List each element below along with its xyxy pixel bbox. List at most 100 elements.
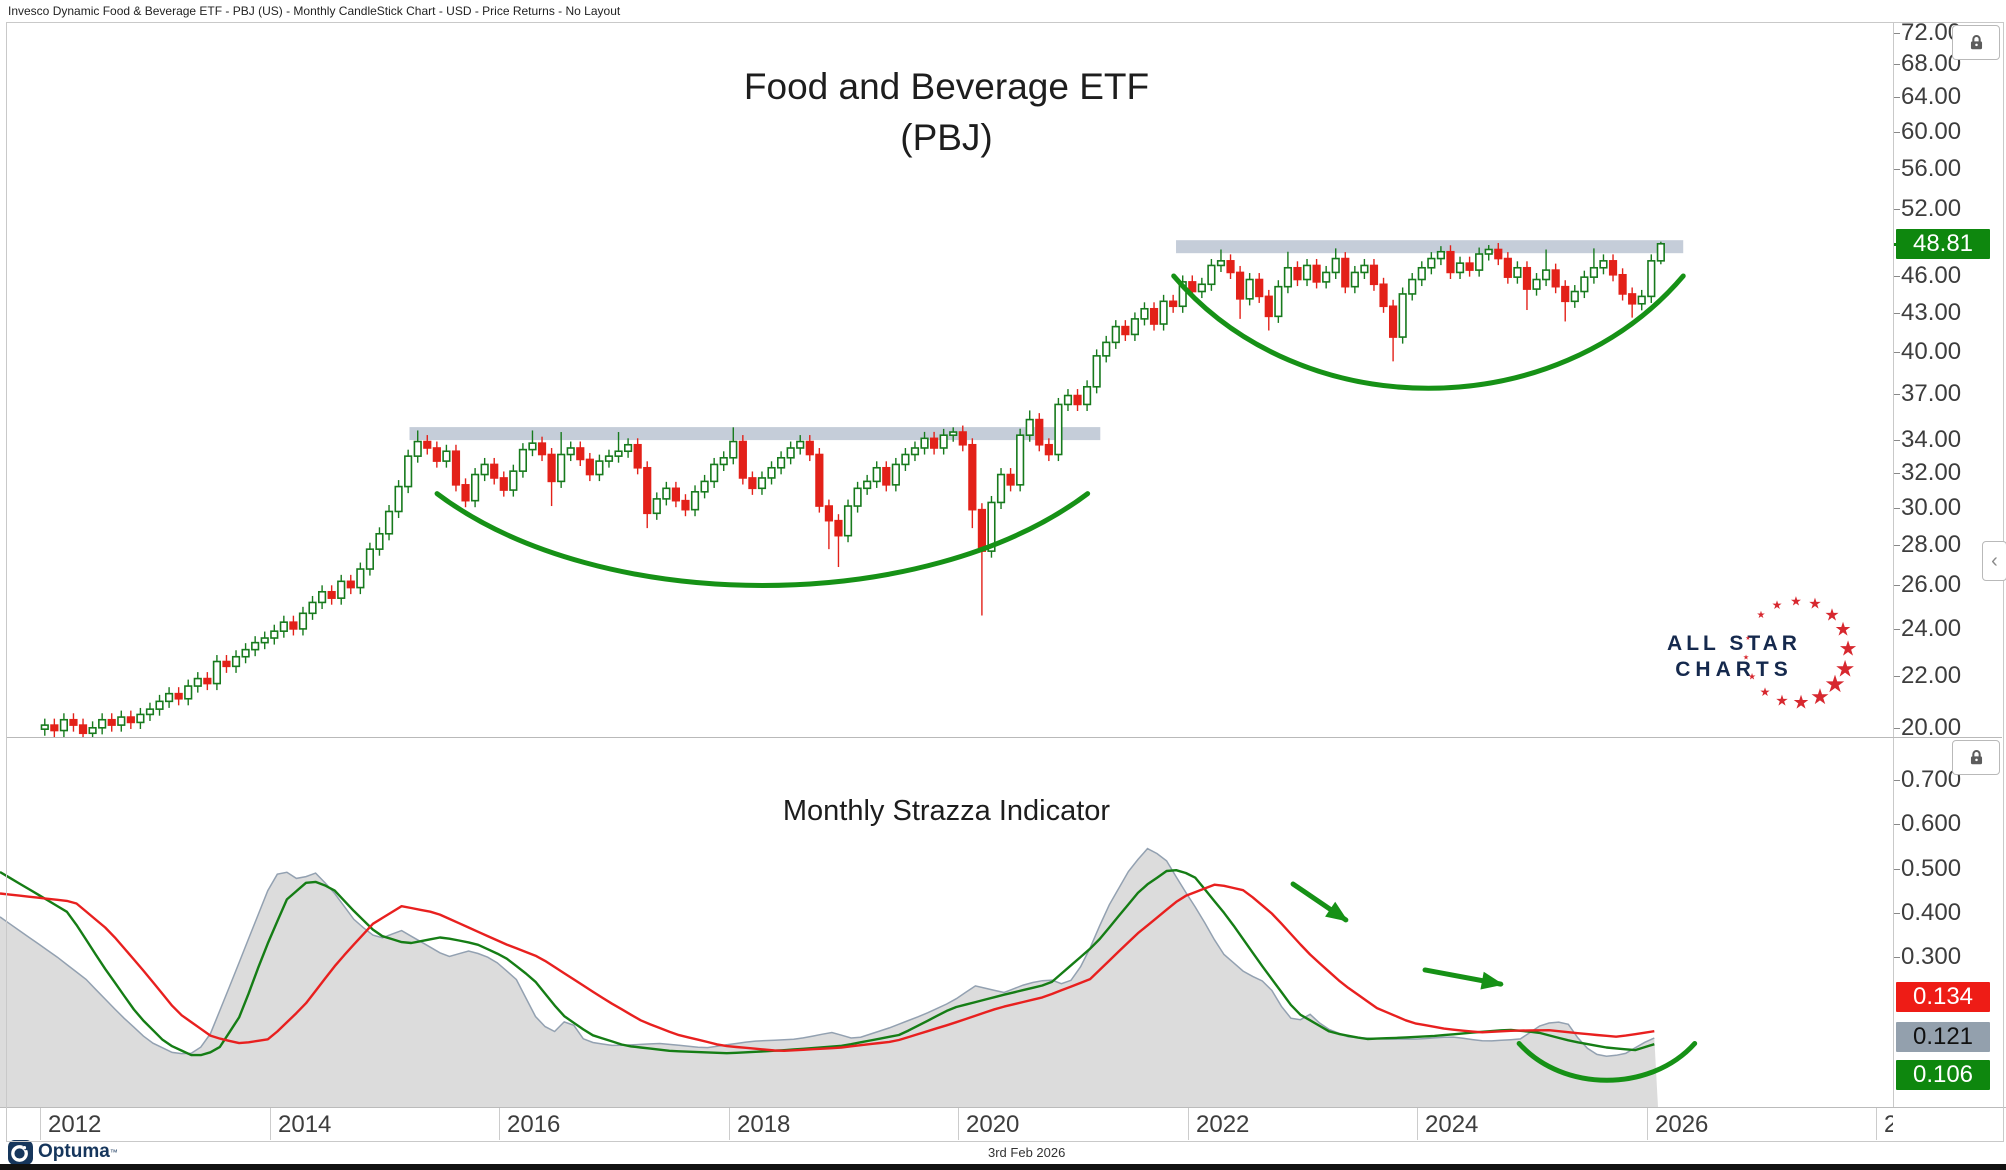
fast-line (0, 869, 1655, 1057)
year-gridline (729, 1108, 730, 1141)
resistance-bar (1176, 240, 1684, 254)
star-icon: ★ (1742, 654, 1750, 662)
star-icon: ★ (1808, 595, 1822, 613)
axis-tick (1894, 169, 1900, 170)
star-icon: ★ (1759, 685, 1771, 699)
indicator-axis-label: 0.400 (1901, 899, 1962, 926)
star-icon: ★ (1790, 593, 1802, 609)
year-gridline (40, 1108, 41, 1141)
axis-tick (1894, 313, 1900, 314)
cup-annotation (434, 491, 1091, 588)
all-star-charts-wordmark: ALL STAR CHARTS (1654, 632, 1814, 682)
cup-annotation (1171, 273, 1686, 391)
axis-tick (1894, 869, 1900, 870)
star-icon: ★ (1771, 598, 1783, 612)
star-icon: ★ (1810, 684, 1830, 709)
axis-tick (1894, 957, 1900, 958)
price-axis-label: 24.00 (1901, 615, 1962, 642)
collapse-panel-button[interactable]: ‹ (1982, 541, 2006, 581)
chevron-left-icon: ‹ (1991, 549, 1998, 572)
year-label: 2028 (1884, 1111, 1893, 1139)
price-axis-label: 20.00 (1901, 714, 1962, 741)
axis-tick (1894, 629, 1900, 630)
price-axis-label: 34.00 (1901, 426, 1962, 453)
price-axis[interactable]: 72.00 68.00 64.00 60.00 56.00 52.00 46.0… (1893, 19, 2006, 741)
price-axis-label: 43.00 (1901, 299, 1962, 326)
axis-tick (1894, 394, 1900, 395)
price-axis-label: 60.00 (1901, 118, 1962, 145)
optuma-icon (8, 1139, 33, 1165)
optuma-trademark: ™ (109, 1147, 118, 1157)
axis-tick (1894, 824, 1900, 825)
star-icon: ★ (1824, 605, 1840, 625)
indicator-axis[interactable]: 0.700 0.600 0.500 0.400 0.300 0.134 0.121 0… (1893, 737, 2006, 1107)
candles-group (40, 241, 1665, 737)
indicator-axis-label: 0.300 (1901, 943, 1962, 970)
status-date: 3rd Feb 2026 (988, 1145, 1066, 1160)
panel-divider[interactable] (6, 737, 2002, 738)
indicator-axis-label: 0.500 (1901, 855, 1962, 882)
axis-tick (1894, 508, 1900, 509)
optuma-wordmark: Optuma (38, 1141, 110, 1162)
price-axis-label: 40.00 (1901, 338, 1962, 365)
year-label: 2016 (507, 1111, 561, 1138)
price-scale-lock-button[interactable] (1952, 25, 2000, 60)
star-icon: ★ (1792, 692, 1810, 714)
axis-tick (1894, 728, 1900, 729)
chart-title-bar: Invesco Dynamic Food & Beverage ETF - PB… (0, 0, 2006, 22)
status-bar: Optuma ™ 3rd Feb 2026 (0, 1139, 2006, 1165)
trend-arrow (1422, 967, 1504, 990)
star-icon: ★ (1834, 619, 1852, 641)
year-label: 2020 (966, 1111, 1020, 1138)
price-axis-label: 22.00 (1901, 662, 1962, 689)
all-star-charts-logo: ALL STAR CHARTS ★ ★ ★ ★ ★ ★ ★ ★ ★ ★ ★ ★ ★ ★ ★ ★ (1638, 586, 1868, 721)
year-gridline (1417, 1108, 1418, 1141)
price-axis-label: 72.00 (1901, 19, 1962, 46)
axis-tick (1894, 97, 1900, 98)
axis-tick (1894, 545, 1900, 546)
year-gridline (270, 1108, 271, 1141)
last-price-tick (1894, 243, 1900, 246)
taskbar-strip (0, 1164, 2006, 1170)
indicator-scale-lock-button[interactable] (1952, 740, 2000, 775)
price-axis-label: 37.00 (1901, 380, 1962, 407)
star-icon: ★ (1756, 610, 1766, 621)
star-icon: ★ (1745, 636, 1751, 642)
price-axis-label: 28.00 (1901, 531, 1962, 558)
indicator-area (0, 848, 1658, 1107)
indicator-axis-label: 0.600 (1901, 810, 1962, 837)
indicator-title: Monthly Strazza Indicator (782, 795, 1111, 827)
window-title: Invesco Dynamic Food & Beverage ETF - PB… (8, 4, 621, 18)
year-label: 2012 (48, 1111, 102, 1138)
year-label: 2022 (1196, 1111, 1250, 1138)
price-axis-label: 52.00 (1901, 195, 1962, 222)
time-axis[interactable]: 2012 2014 2016 2018 2020 2022 2024 2026 … (0, 1107, 1893, 1141)
lock-icon (1970, 750, 1982, 765)
axis-tick (1894, 276, 1900, 277)
price-axis-label: 30.00 (1901, 494, 1962, 521)
indicator-value-badge: 0.106 (1896, 1060, 1990, 1090)
year-gridline (1647, 1108, 1648, 1141)
axis-tick (1894, 913, 1900, 914)
axis-tick (1894, 132, 1900, 133)
axis-tick (1894, 473, 1900, 474)
year-gridline (958, 1108, 959, 1141)
slow-line (0, 883, 1655, 1053)
price-axis-label: 56.00 (1901, 155, 1962, 182)
axis-tick (1894, 676, 1900, 677)
year-label: 2018 (737, 1111, 791, 1138)
axis-tick (1894, 440, 1900, 441)
indicator-chart-canvas[interactable] (0, 737, 1893, 1107)
optuma-logo[interactable]: Optuma ™ (8, 1139, 118, 1165)
star-icon: ★ (1838, 637, 1858, 661)
chart-annotation-title: Food and Beverage ETF (PBJ) (0, 66, 1893, 159)
price-axis-label: 64.00 (1901, 83, 1962, 110)
price-chart-canvas[interactable] (0, 22, 1893, 737)
last-price-badge: 48.81 (1896, 229, 1990, 259)
axis-tick (1894, 780, 1900, 781)
year-gridline (1188, 1108, 1189, 1141)
axis-tick (1894, 33, 1900, 34)
year-label: 2026 (1655, 1111, 1709, 1138)
year-gridline (1876, 1108, 1877, 1141)
